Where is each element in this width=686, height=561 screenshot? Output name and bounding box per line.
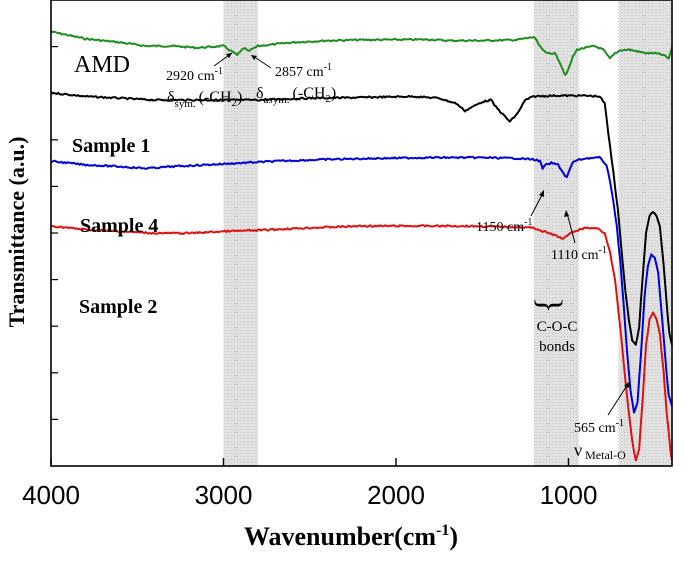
annotation-2857: 2857 cm-1 δasym. (-CH2) [251, 55, 336, 106]
annotations: 2920 cm-1 δsym. (-CH2) 2857 cm-1 δasym. (-… [166, 52, 630, 462]
spectra-series [50, 30, 673, 462]
series-labels: AMD Sample 1 Sample 4 Sample 2 [72, 52, 158, 318]
annotation-arrow-1110 [566, 212, 576, 244]
svg-text:2857 cm-1: 2857 cm-1 [275, 62, 332, 80]
axis-ticks [50, 45, 570, 466]
x-tick-label-3000: 3000 [195, 480, 253, 510]
x-axis-label: Wavenumber(cm-1) [244, 522, 458, 551]
x-tick-labels: 4000 3000 2000 1000 [22, 480, 597, 510]
svg-text:bonds: bonds [539, 339, 575, 355]
x-tick-label-4000: 4000 [22, 480, 80, 510]
svg-text:δsym.(-CH2): δsym. (-CH2) [167, 89, 242, 110]
annotation-2920: 2920 cm-1 δsym. (-CH2) [166, 52, 242, 110]
series-sample-1 [50, 91, 673, 346]
annotation-1150: 1150 cm-1 [476, 190, 544, 235]
annotation-arrow-565 [607, 383, 629, 416]
svg-text:565 cm-1: 565 cm-1 [574, 418, 624, 436]
svg-text:C-O-C: C-O-C [537, 319, 578, 335]
series-amd [50, 30, 673, 76]
series-sample-2 [50, 224, 673, 462]
x-tick-label-2000: 2000 [367, 480, 425, 510]
svg-text:1150 cm-1: 1150 cm-1 [476, 217, 532, 235]
svg-text:{: { [529, 297, 566, 313]
annotation-1110: 1110 cm-1 [551, 210, 607, 263]
annotation-arrow-1150 [530, 192, 544, 217]
series-label-sample-4: Sample 4 [80, 215, 158, 237]
svg-text:1110 cm-1: 1110 cm-1 [551, 245, 607, 263]
annotation-arrow-2857 [252, 55, 272, 69]
svg-text:2920 cm-1: 2920 cm-1 [166, 66, 223, 84]
series-label-sample-1: Sample 1 [72, 135, 150, 157]
series-label-sample-2: Sample 2 [79, 296, 157, 318]
annotation-565: 565 cm-1 ν Metal-O [574, 381, 630, 462]
x-tick-label-1000: 1000 [540, 480, 598, 510]
svg-text:δasym.(-CH2): δasym. (-CH2) [256, 85, 336, 106]
y-axis-label: Transmittance (a.u.) [4, 137, 29, 328]
annotation-coc-bonds: { C-O-C bonds [529, 297, 577, 355]
shaded-region-1 [223, 0, 258, 466]
series-sample-4 [50, 155, 673, 414]
series-label-amd: AMD [74, 52, 130, 78]
